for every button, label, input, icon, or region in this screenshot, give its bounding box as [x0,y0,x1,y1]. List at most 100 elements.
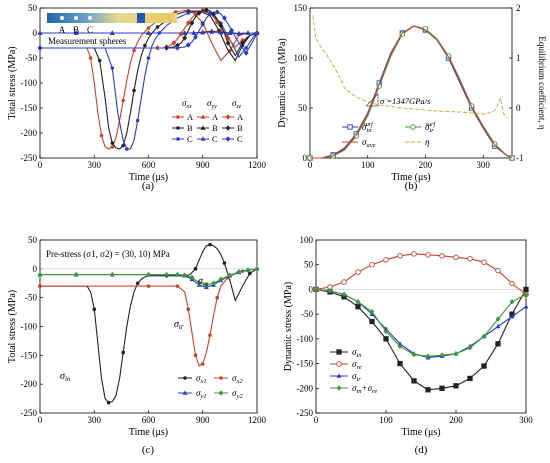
data-point [227,30,233,35]
ticks-a: 0 300 600 900 1200 -250 -200 -150 -100 -50 0 50 Time… [7,3,267,183]
data-point [341,291,347,298]
data-point [208,242,212,247]
data-point [143,43,147,48]
series-line [310,25,513,159]
legend-marker [219,376,223,380]
legend-header-xx: σxx [182,98,192,110]
data-point [215,295,220,300]
data-point [523,286,529,293]
panel-b: 0 100 200 300 0 50 100 150 -1 0 1 2 Equilibrium coef… [277,3,547,192]
panel-label-b: (b) [405,180,418,192]
y-axis-label: Dynamic stress (MPa) [277,38,288,127]
series-line [315,253,527,295]
x-tick-label: 1200 [248,415,267,425]
legend-label: η [425,137,430,147]
x-tick-label: 100 [379,415,393,425]
data-point [218,276,224,282]
data-point [37,30,43,35]
data-point [200,29,206,35]
legend-marker [200,125,206,130]
x-axis-label: Time (μs) [129,427,168,438]
y-tick-label: 0 [309,284,314,294]
data-point [182,272,188,278]
data-point [369,308,375,315]
x-tick-label: 300 [519,415,533,425]
y-tick-label: -50 [25,53,37,63]
data-point [146,271,151,278]
data-point [439,253,445,259]
data-point [110,145,115,149]
y-tick-label: -150 [21,103,38,113]
data-point [222,261,227,265]
y-tick-label: -250 [21,153,38,163]
inset-caption: Measurement spheres [48,36,127,46]
legend-a-rows: A A AB B BC C C [172,112,244,144]
y-tick-label: 100 [300,235,314,245]
x-tick-label: 1200 [248,160,267,170]
y-tick-label: -50 [25,293,37,303]
legend-marker [176,126,180,130]
data-point [193,353,198,358]
legend-label: σtrsurf [425,121,436,134]
y-tick-label: 50 [28,235,38,245]
legend-row-label: A [212,112,219,122]
legend-marker [336,385,342,391]
data-point [355,299,361,305]
data-point [236,269,242,275]
data-point [211,11,216,17]
y-tick-label: -150 [297,359,314,369]
y-tick-label: 50 [28,3,38,13]
data-point [121,143,125,148]
legend-marker [200,136,206,141]
legend-row-label: B [187,123,193,133]
y-axis-label: Dynamic stress (MPa) [283,282,294,371]
data-point [240,40,245,46]
data-point [88,56,93,60]
x-tick-label: 0 [314,415,319,425]
curve-label-re: σre [198,276,209,288]
data-point [523,291,529,298]
legend-header-yy: σyy [207,98,217,110]
x-tick-label: 600 [142,160,156,170]
ticks-c: 0 300 600 900 1200 -250 -200 -150 -100 -50 0 50 Time… [7,235,267,438]
data-point [146,30,151,35]
legend-label: σtr [352,371,361,383]
data-point [185,42,191,48]
legend-marker [225,125,231,131]
data-point [110,141,115,145]
data-point [132,48,136,53]
y-tick-label: -200 [21,128,38,138]
legend-marker [176,115,180,119]
data-point [203,7,209,13]
data-point [38,284,42,288]
panel-label-a: (a) [142,180,155,192]
data-point [164,271,169,278]
inset-block [137,13,145,23]
y-right-tick-label: -1 [516,153,524,163]
legend-marker [176,137,180,141]
data-point [254,30,260,36]
data-point [186,307,191,312]
y-right-tick-label: 1 [516,53,521,63]
data-point [171,40,177,46]
data-point [254,266,260,272]
data-point [146,26,151,30]
data-point [37,271,43,278]
x-tick-label: 200 [449,415,463,425]
x-tick-label: 100 [361,160,375,170]
x-tick-label: 900 [196,415,210,425]
data-point [99,133,104,138]
data-point [453,350,459,357]
data-point [73,271,79,278]
data-point [495,341,501,347]
x-tick-label: 200 [419,160,433,170]
data-point [243,50,249,56]
data-point [383,257,389,263]
sphere-label-c: C [87,25,93,35]
data-point [214,9,220,15]
legend-marker [182,390,188,395]
y-right-axis-label: Equilibrium coefficient, η [537,36,547,130]
data-point [73,30,79,35]
data-point [481,333,487,340]
y-tick-label: -100 [21,78,38,88]
